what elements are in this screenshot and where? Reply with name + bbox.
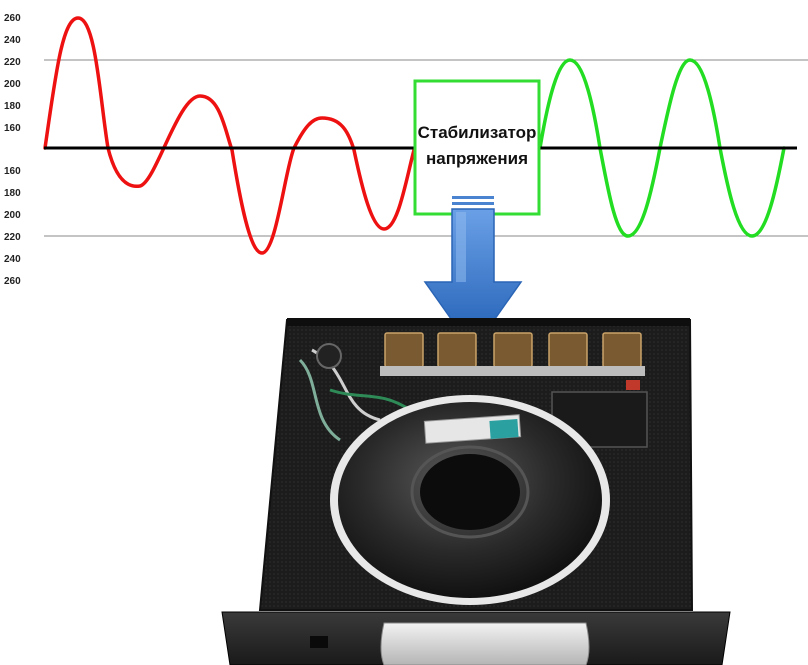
- tick-label: 240: [4, 35, 21, 46]
- tick-label: 200: [4, 210, 21, 221]
- tick-label: 200: [4, 79, 21, 90]
- stabilizer-label-line2: напряжения: [426, 149, 528, 168]
- stabilizer-box: Стабилизатор напряжения: [413, 79, 541, 216]
- tick-label: 220: [4, 232, 21, 243]
- unstable-voltage-wave: [43, 16, 416, 255]
- tick-label: 260: [4, 276, 21, 287]
- tick-label: 180: [4, 188, 21, 199]
- tick-label: 260: [4, 13, 21, 24]
- down-arrow-icon: [423, 196, 523, 352]
- tick-label: 240: [4, 254, 21, 265]
- relay-bank: [380, 332, 645, 376]
- front-knob: [380, 622, 590, 665]
- lower-axis-ticks: 160 180 200 220 240 260: [4, 166, 21, 287]
- tick-label: 160: [4, 166, 21, 177]
- toroidal-transformer: [330, 395, 610, 605]
- upper-axis-ticks: 260 240 220 200 180 160: [4, 13, 21, 134]
- stabilizer-device-image: [221, 318, 731, 665]
- tick-label: 180: [4, 101, 21, 112]
- tick-label: 160: [4, 123, 21, 134]
- tick-label: 220: [4, 57, 21, 68]
- stabilizer-label-line1: Стабилизатор: [418, 123, 537, 142]
